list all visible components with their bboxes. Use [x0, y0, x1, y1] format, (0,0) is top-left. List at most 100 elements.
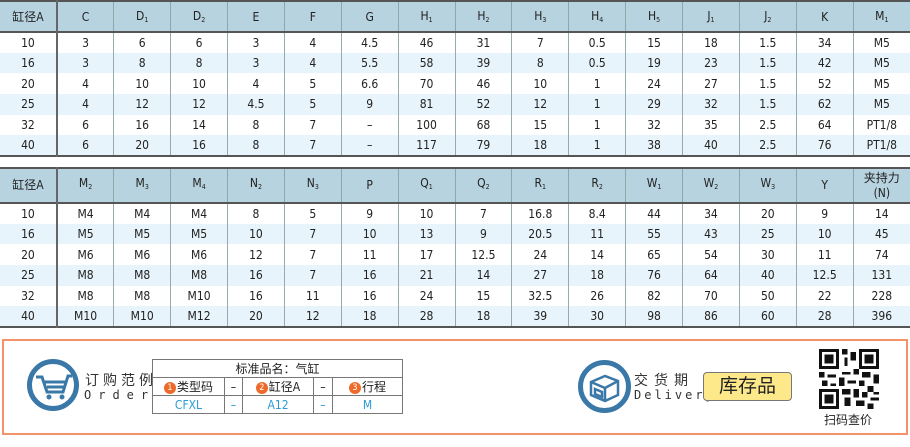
table-cell: 26	[568, 285, 626, 307]
table-cell: 6	[55, 135, 114, 157]
spec-table-1: 缸径A C D1 D2 E F G H1 H2 H3 H4 H5 J1 J2 K M1 10 3 6 6 3 4 4.5 46…	[0, 0, 910, 157]
table-cell: 50	[738, 285, 797, 307]
column-header: M4	[170, 168, 228, 203]
table-cell: 117	[397, 135, 455, 157]
table-cell: 17	[397, 244, 455, 266]
product-name: 标准品名：气缸	[152, 359, 403, 378]
table-cell: 4	[227, 73, 285, 95]
table-cell: 12	[511, 94, 569, 115]
table-cell: 98	[625, 306, 683, 328]
separator: –	[313, 377, 333, 396]
table-cell: 24	[397, 285, 455, 307]
table-cell: 25	[21, 268, 35, 283]
table-cell: 18	[511, 135, 569, 157]
table-cell: 1.5	[738, 73, 797, 95]
order-title: 订购范例	[85, 373, 157, 389]
table-cell: M6	[55, 244, 114, 266]
table-cell: 1.5	[738, 94, 797, 115]
table-cell: 16	[227, 265, 285, 286]
table-cell: 52	[454, 94, 512, 115]
table-cell: 10	[511, 73, 569, 95]
table-cell: 16	[21, 56, 35, 71]
table-cell: 32	[625, 114, 683, 136]
table-cell: 16	[340, 285, 399, 307]
column-header: H2	[454, 1, 512, 32]
table-cell: 10	[795, 223, 854, 245]
table-cell: 32	[682, 94, 740, 115]
table-cell: 8	[113, 52, 171, 74]
column-header: 夹持力 (N)	[852, 168, 910, 203]
table-cell: 13	[397, 223, 455, 245]
separator: –	[224, 377, 243, 396]
table-row: 16 3 8 8 3 4 5.5 58 39 8 0.5 19 23 1.5 42 M5	[0, 52, 910, 74]
table-row: 25 M8 M8 M8 16 7 16 21 14 27 18 76 64 40 12.5 131	[0, 265, 910, 286]
table-cell: 22	[795, 285, 854, 307]
table-cell: 4	[283, 32, 342, 53]
table-cell: 1.5	[738, 52, 797, 74]
table-cell: 10	[21, 35, 35, 50]
table-cell: 24	[625, 73, 683, 95]
column-header: H1	[397, 1, 455, 32]
table-cell: 5.5	[340, 52, 399, 74]
table-cell: 70	[682, 285, 740, 307]
column-header: K	[795, 1, 854, 32]
table-cell: 68	[454, 114, 512, 136]
table-cell: 32	[21, 289, 35, 304]
table-cell: 43	[682, 223, 740, 245]
table-cell: 10	[340, 223, 399, 245]
table-row: 16 M5 M5 M5 10 7 10 13 9 20.5 11 55 43 25 10 45	[0, 223, 910, 245]
table-cell: 9	[795, 203, 854, 224]
table-cell: 20	[738, 203, 797, 224]
stock-badge: 库存品	[703, 372, 792, 401]
table-cell: 11	[568, 223, 626, 245]
table-cell: 16.8	[511, 203, 569, 224]
column-header: Q2	[454, 168, 512, 203]
table-cell: 4	[283, 52, 342, 74]
table-row: 20 4 10 10 4 5 6.6 70 46 10 1 24 27 1.5 52 M5	[0, 73, 910, 95]
column-header: F	[283, 1, 342, 32]
column-header: E	[227, 1, 285, 32]
delivery-title: 交货期	[634, 373, 694, 389]
table-cell: 16	[227, 285, 285, 307]
column-header: W1	[625, 168, 683, 203]
table-cell: M8	[170, 265, 228, 286]
table-cell: 7	[283, 223, 342, 245]
table-cell: 3	[55, 52, 114, 74]
cart-icon	[27, 359, 79, 411]
table-row: 40 M10 M10 M12 20 12 18 28 18 39 30 98 86 60 28 396	[0, 306, 910, 328]
column-header: N3	[283, 168, 342, 203]
column-header: D2	[170, 1, 228, 32]
table-cell: 10	[170, 73, 228, 95]
table-cell: 100	[397, 114, 455, 136]
table-cell: 46	[397, 32, 455, 53]
table-cell: 25	[738, 223, 797, 245]
column-header: G	[340, 1, 399, 32]
table-cell: 5	[283, 94, 342, 115]
column-header: W2	[682, 168, 740, 203]
table-cell: 40	[21, 138, 35, 153]
field-label-stroke: 3 行程	[332, 377, 403, 396]
table-cell: 27	[682, 73, 740, 95]
table-cell: 396	[852, 306, 910, 328]
table-row: 20 M6 M6 M6 12 7 11 17 12.5 24 14 65 54 30 11 74	[0, 244, 910, 266]
table-cell: 11	[340, 244, 399, 266]
table-cell: 31	[454, 32, 512, 53]
table-cell: 7	[283, 265, 342, 286]
table-cell: M5	[113, 223, 171, 245]
table-cell: M8	[113, 285, 171, 307]
table-cell: M10	[113, 306, 171, 328]
table-cell: 6	[113, 32, 171, 53]
qr-code-icon[interactable]	[818, 349, 880, 409]
table-cell: 60	[738, 306, 797, 328]
table-cell: 20	[21, 247, 35, 262]
column-header: Q1	[397, 168, 455, 203]
table-cell: 21	[397, 265, 455, 286]
table-cell: 0.5	[568, 32, 626, 53]
column-header: Y	[795, 168, 854, 203]
table-row: 25 4 12 12 4.5 5 9 81 52 12 1 29 32 1.5 62 M5	[0, 94, 910, 115]
table-cell: 7	[511, 32, 569, 53]
table-cell: 65	[625, 244, 683, 266]
table-cell: 8	[227, 135, 285, 157]
table-cell: M4	[113, 203, 171, 224]
table-cell: 8.4	[568, 203, 626, 224]
